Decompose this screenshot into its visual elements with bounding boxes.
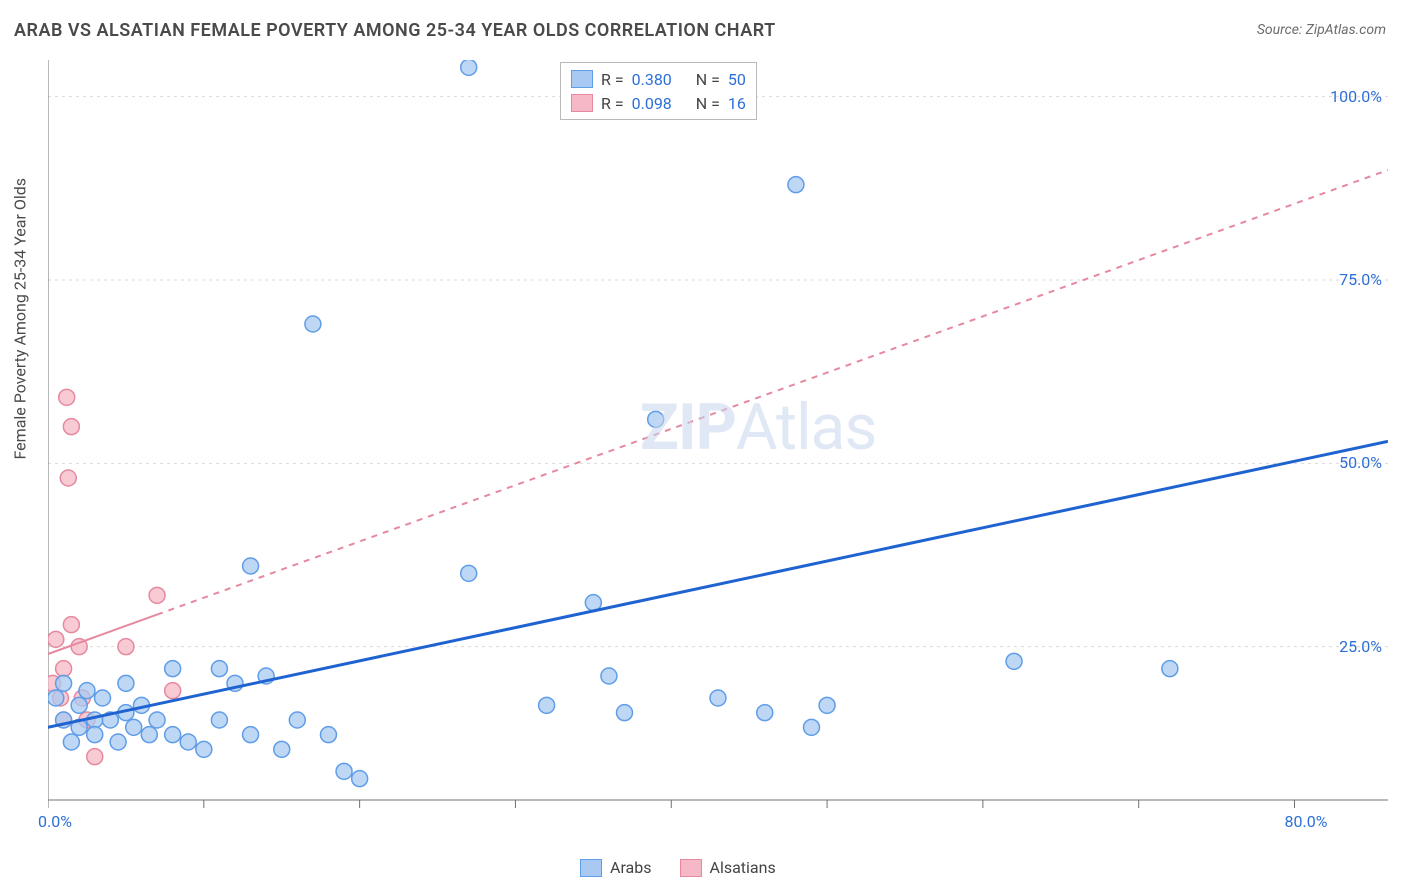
plot-area [48, 60, 1388, 830]
n-value-alsatians: 16 [728, 94, 746, 113]
legend-series: Arabs Alsatians [580, 858, 776, 877]
y-tick-label: 75.0% [1318, 270, 1382, 289]
y-tick-label: 50.0% [1318, 453, 1382, 472]
scatter-plot-svg [48, 60, 1388, 830]
legend-correlation: R = 0.380 N = 50 R = 0.098 N = 16 [560, 62, 757, 120]
y-tick-label: 100.0% [1318, 87, 1382, 106]
legend-item-alsatians: Alsatians [680, 858, 776, 877]
source-label: Source: ZipAtlas.com [1257, 22, 1386, 38]
x-tick-label: 0.0% [38, 812, 72, 831]
r-label: R = [601, 94, 624, 113]
r-label: R = [601, 70, 624, 89]
n-label: N = [696, 70, 720, 89]
swatch-alsatians [680, 859, 702, 877]
y-axis-label: Female Poverty Among 25-34 Year Olds [11, 420, 30, 460]
n-value-arabs: 50 [728, 70, 746, 89]
r-value-alsatians: 0.098 [632, 94, 672, 113]
legend-label-alsatians: Alsatians [710, 858, 776, 877]
legend-label-arabs: Arabs [610, 858, 652, 877]
n-label: N = [696, 94, 720, 113]
legend-row-alsatians: R = 0.098 N = 16 [571, 91, 746, 115]
swatch-arabs [571, 70, 593, 88]
swatch-arabs [580, 859, 602, 877]
swatch-alsatians [571, 94, 593, 112]
legend-row-arabs: R = 0.380 N = 50 [571, 67, 746, 91]
legend-item-arabs: Arabs [580, 858, 652, 877]
chart-title: ARAB VS ALSATIAN FEMALE POVERTY AMONG 25… [14, 20, 776, 41]
r-value-arabs: 0.380 [632, 70, 672, 89]
x-tick-label: 80.0% [1285, 812, 1328, 831]
y-tick-label: 25.0% [1318, 637, 1382, 656]
